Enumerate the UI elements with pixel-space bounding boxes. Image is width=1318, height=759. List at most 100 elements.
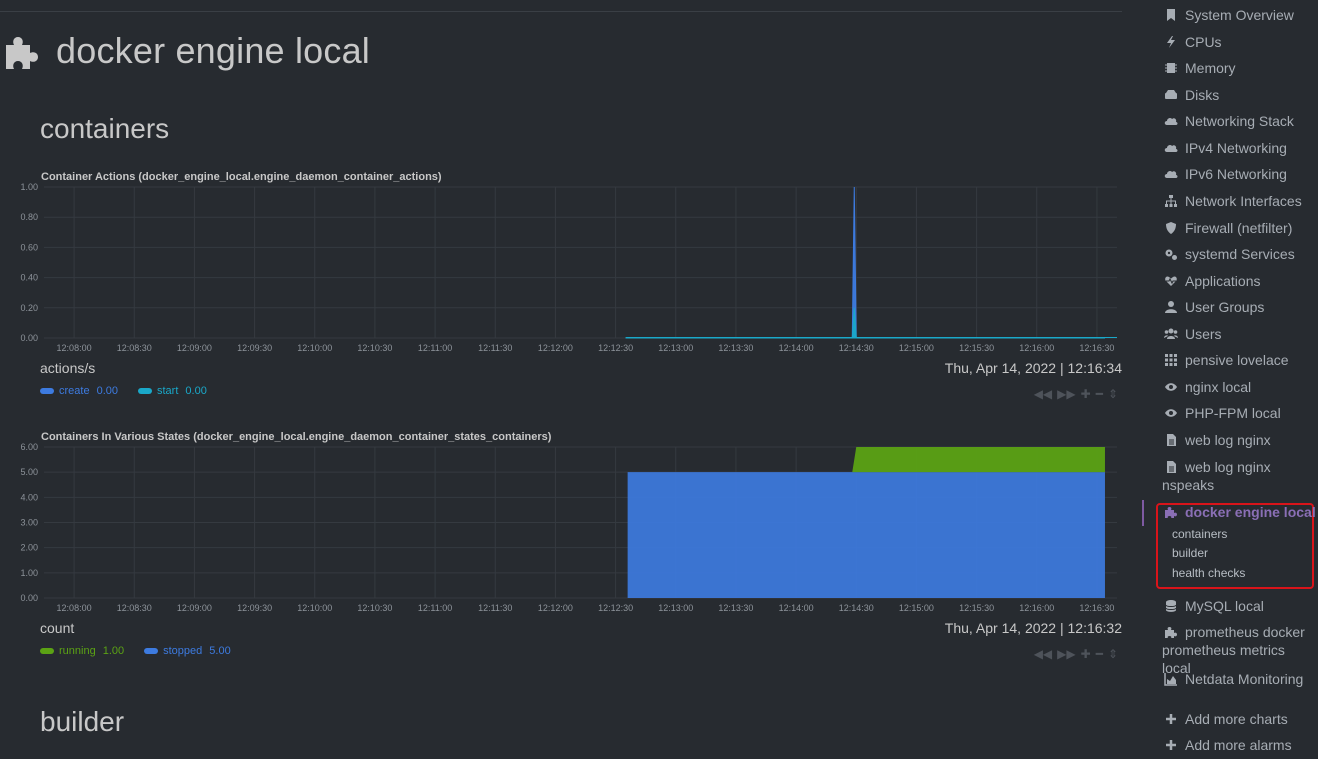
y-tick-label: 4.00 xyxy=(20,492,38,502)
x-tick-label: 12:15:00 xyxy=(899,603,934,613)
legend-item-stopped[interactable]: stopped 5.00 xyxy=(144,645,231,657)
sidebar-item-web-log-nginx-nspeaks[interactable]: web log nginx nspeaks xyxy=(1162,458,1316,494)
chart-plot[interactable]: 0.00 1.00 2.00 3.00 4.00 5.00 6.00 12:08:00 12:0… xyxy=(0,440,1122,625)
sidebar-item-label: System Overview xyxy=(1185,7,1294,23)
legend-swatch xyxy=(138,388,152,394)
resize-icon[interactable]: ⇕ xyxy=(1107,387,1118,401)
legend-item-create[interactable]: create 0.00 xyxy=(40,385,118,397)
sidebar-subitem-builder[interactable]: builder xyxy=(1172,546,1209,560)
sidebar-item-label: docker engine local xyxy=(1185,504,1316,520)
cloud-icon xyxy=(1164,144,1178,152)
file-icon xyxy=(1167,434,1176,446)
sidebar-item-label: pensive lovelace xyxy=(1185,352,1289,368)
y-tick-label: 0.80 xyxy=(20,212,38,222)
sidebar-item-label: Disks xyxy=(1185,87,1220,103)
series-area-create[interactable] xyxy=(625,186,1105,339)
sidebar-item-label: Add more alarms xyxy=(1185,737,1292,753)
sidebar: System Overview CPUs Memory Disks Networking… xyxy=(1150,0,1318,759)
sidebar-item-docker-engine-local[interactable]: docker engine local xyxy=(1164,503,1318,521)
pan-left-icon[interactable]: ◀◀ xyxy=(1033,387,1053,401)
x-tick-label: 12:11:30 xyxy=(478,603,512,613)
sidebar-item-networking-stack[interactable]: Networking Stack xyxy=(1164,112,1318,130)
zoom-in-icon[interactable]: ✚ xyxy=(1080,387,1091,401)
legend-item-start[interactable]: start 0.00 xyxy=(138,385,207,397)
x-tick-label: 12:08:30 xyxy=(117,343,152,353)
series-area-stopped[interactable] xyxy=(627,472,1105,598)
x-tick-label: 12:09:30 xyxy=(237,603,272,613)
x-tick-label: 12:08:00 xyxy=(57,603,92,613)
sidebar-item-firewall-netfilter[interactable]: Firewall (netfilter) xyxy=(1164,219,1318,237)
sidebar-subitem-health-checks[interactable]: health checks xyxy=(1172,566,1246,580)
sidebar-item-prometheus-docker-prometheus-metrics-local[interactable]: prometheus docker prometheus metrics loc… xyxy=(1162,623,1316,677)
page-header: docker engine local xyxy=(4,30,370,72)
sidebar-item-pensive-lovelace[interactable]: pensive lovelace xyxy=(1164,351,1318,369)
x-tick-label: 12:13:00 xyxy=(658,343,693,353)
chart-container-actions: Container Actions (docker_engine_local.e… xyxy=(0,165,1122,405)
zoom-in-icon[interactable]: ✚ xyxy=(1080,647,1091,661)
legend-label: stopped xyxy=(163,645,203,657)
pan-left-icon[interactable]: ◀◀ xyxy=(1033,647,1053,661)
active-highlight xyxy=(1156,503,1314,589)
sidebar-item-web-log-nginx[interactable]: web log nginx xyxy=(1164,431,1318,449)
x-tick-label: 12:08:00 xyxy=(57,343,92,353)
sidebar-item-disks[interactable]: Disks xyxy=(1164,86,1318,104)
y-tick-label: 1.00 xyxy=(20,568,38,578)
sidebar-item-label: web log nginx nspeaks xyxy=(1162,459,1271,493)
eye-icon xyxy=(1165,409,1177,417)
sidebar-item-label: PHP-FPM local xyxy=(1185,405,1281,421)
pan-right-icon[interactable]: ▶▶ xyxy=(1057,387,1076,401)
legend-label: running xyxy=(59,645,96,657)
chart-timestamp: Thu, Apr 14, 2022 | 12:16:34 xyxy=(944,360,1122,376)
y-tick-label: 0.00 xyxy=(20,333,38,343)
x-tick-label: 12:15:00 xyxy=(899,343,934,353)
x-tick-label: 12:14:30 xyxy=(839,603,874,613)
sidebar-item-label: nginx local xyxy=(1185,379,1252,395)
zoom-out-icon[interactable]: ━ xyxy=(1095,647,1103,661)
sidebar-item-systemd-services[interactable]: systemd Services xyxy=(1164,245,1318,263)
sidebar-item-user-groups[interactable]: User Groups xyxy=(1164,298,1318,316)
x-tick-label: 12:08:30 xyxy=(117,603,152,613)
x-tick-label: 12:11:30 xyxy=(478,343,512,353)
sidebar-subitem-containers[interactable]: containers xyxy=(1172,527,1228,541)
series-area-start[interactable] xyxy=(625,307,1105,339)
x-tick-label: 12:14:00 xyxy=(779,603,814,613)
sidebar-item-netdata-monitoring[interactable]: Netdata Monitoring xyxy=(1164,670,1318,688)
y-tick-label: 5.00 xyxy=(20,467,38,477)
chart-plot[interactable]: 0.00 0.20 0.40 0.60 0.80 1.00 12:08:00 12:08:30… xyxy=(0,180,1122,365)
sidebar-item-users[interactable]: Users xyxy=(1164,325,1318,343)
sidebar-item-php-fpm-local[interactable]: PHP-FPM local xyxy=(1164,404,1318,422)
plus-icon xyxy=(1166,740,1176,750)
series-area-running[interactable] xyxy=(627,447,1105,473)
legend-item-running[interactable]: running 1.00 xyxy=(40,645,124,657)
sidebar-item-label: Netdata Monitoring xyxy=(1185,671,1304,687)
y-tick-label: 0.60 xyxy=(20,242,38,252)
sidebar-item-cpus[interactable]: CPUs xyxy=(1164,33,1318,51)
legend-swatch xyxy=(40,648,54,654)
sidebar-item-network-interfaces[interactable]: Network Interfaces xyxy=(1164,192,1318,210)
chart-title: Containers In Various States (docker_eng… xyxy=(41,431,552,443)
file-icon xyxy=(1167,461,1176,473)
sidebar-item-label: MySQL local xyxy=(1185,598,1264,614)
sidebar-item-nginx-local[interactable]: nginx local xyxy=(1164,378,1318,396)
chart-units: actions/s xyxy=(40,360,96,376)
x-tick-label: 12:10:30 xyxy=(357,603,392,613)
sidebar-item-ipv4-networking[interactable]: IPv4 Networking xyxy=(1164,139,1318,157)
sidebar-item-add-more-alarms[interactable]: Add more alarms xyxy=(1164,736,1318,754)
sidebar-item-ipv6-networking[interactable]: IPv6 Networking xyxy=(1164,165,1318,183)
sidebar-item-label: Firewall (netfilter) xyxy=(1185,220,1293,236)
cloud-icon xyxy=(1164,170,1178,178)
sidebar-item-mysql-local[interactable]: MySQL local xyxy=(1164,597,1318,615)
sidebar-item-label: User Groups xyxy=(1185,299,1265,315)
sidebar-item-add-more-charts[interactable]: Add more charts xyxy=(1164,710,1318,728)
legend-label: create xyxy=(59,385,90,397)
pan-right-icon[interactable]: ▶▶ xyxy=(1057,647,1076,661)
resize-icon[interactable]: ⇕ xyxy=(1107,647,1118,661)
zoom-out-icon[interactable]: ━ xyxy=(1095,387,1103,401)
sidebar-item-applications[interactable]: Applications xyxy=(1164,272,1318,290)
plus-icon xyxy=(1166,714,1176,724)
x-tick-label: 12:10:00 xyxy=(297,603,332,613)
sidebar-item-system-overview[interactable]: System Overview xyxy=(1164,6,1318,24)
x-tick-label: 12:12:30 xyxy=(598,343,633,353)
x-tick-label: 12:12:00 xyxy=(538,343,573,353)
sidebar-item-memory[interactable]: Memory xyxy=(1164,59,1318,77)
